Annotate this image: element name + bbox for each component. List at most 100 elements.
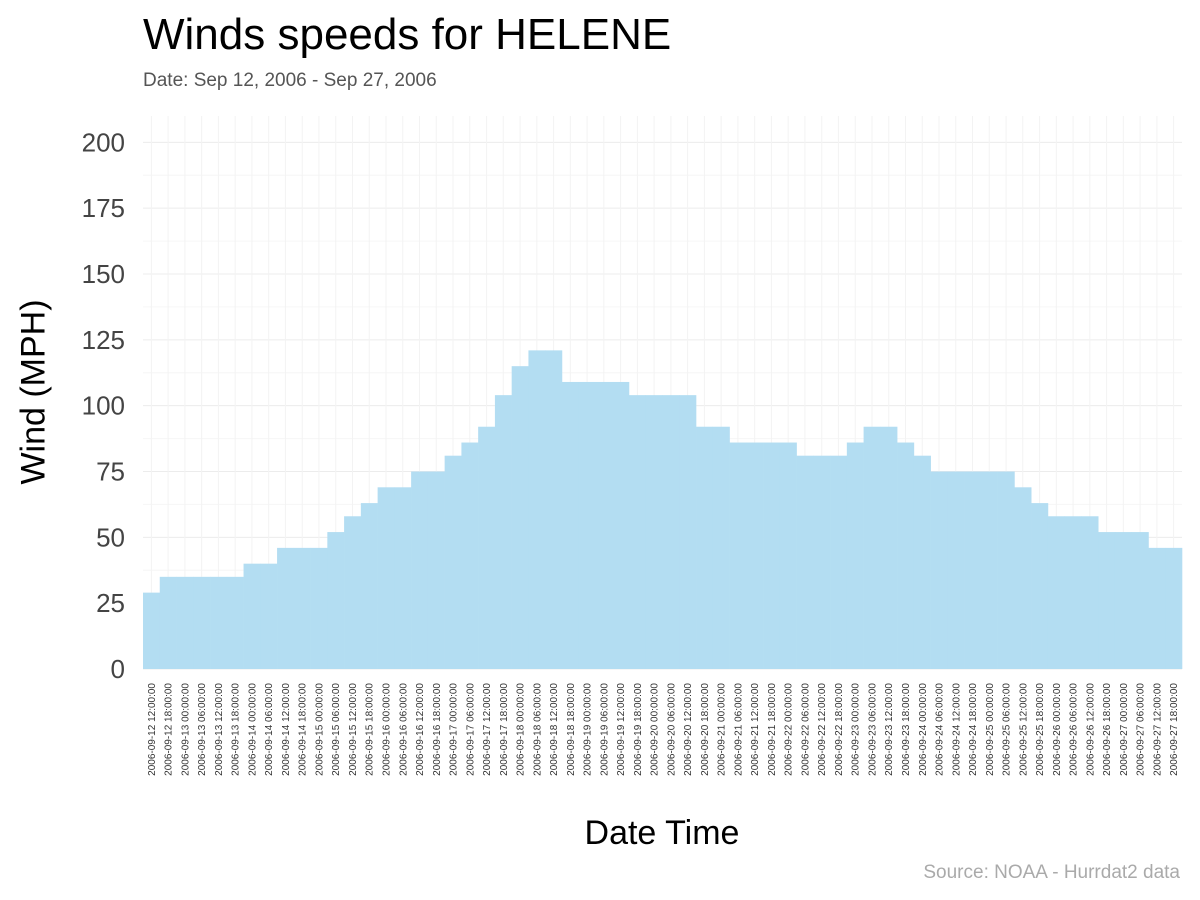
x-tick-label: 2006-09-26 00:00:00	[1052, 683, 1063, 776]
x-tick-label: 2006-09-21 12:00:00	[750, 683, 761, 776]
y-tick-label: 75	[96, 457, 125, 487]
x-tick-label: 2006-09-27 12:00:00	[1152, 683, 1163, 776]
x-tick-label: 2006-09-17 12:00:00	[482, 683, 493, 776]
x-tick-label: 2006-09-24 18:00:00	[968, 683, 979, 776]
bar	[645, 395, 663, 669]
x-tick-label: 2006-09-20 12:00:00	[683, 683, 694, 776]
bar	[1031, 503, 1049, 669]
y-tick-label: 175	[82, 193, 125, 223]
bar	[193, 576, 211, 669]
bar	[863, 426, 881, 669]
y-tick-labels: 0 25 50 75 100 125 150 175 200	[82, 127, 125, 684]
x-tick-label: 2006-09-25 00:00:00	[985, 683, 996, 776]
bar	[1098, 532, 1116, 669]
bar	[293, 547, 311, 669]
y-tick-label: 50	[96, 522, 125, 552]
x-tick-label: 2006-09-21 00:00:00	[717, 683, 728, 776]
bar	[628, 395, 647, 669]
source-note: Source: NOAA - Hurrdat2 data	[923, 862, 1180, 883]
x-tick-label: 2006-09-19 00:00:00	[583, 683, 594, 776]
bar	[696, 426, 714, 669]
x-tick-label: 2006-09-26 18:00:00	[1102, 683, 1113, 776]
x-tick-label: 2006-09-18 12:00:00	[549, 683, 560, 776]
bar	[394, 487, 412, 669]
x-tick-label: 2006-09-22 00:00:00	[784, 683, 795, 776]
x-tick-label: 2006-09-24 12:00:00	[951, 683, 962, 776]
x-tick-label: 2006-09-18 06:00:00	[532, 683, 543, 776]
bar	[578, 381, 596, 669]
x-tick-label: 2006-09-14 18:00:00	[298, 683, 309, 776]
x-tick-label: 2006-09-20 06:00:00	[666, 683, 677, 776]
x-tick-label: 2006-09-16 18:00:00	[432, 683, 443, 776]
bar	[1148, 547, 1166, 669]
x-tick-label: 2006-09-18 18:00:00	[566, 683, 577, 776]
bar	[880, 426, 898, 669]
bar	[176, 576, 194, 669]
x-tick-label: 2006-09-23 12:00:00	[884, 683, 895, 776]
bar	[947, 471, 965, 669]
x-tick-label: 2006-09-13 12:00:00	[214, 683, 225, 776]
bar	[763, 442, 781, 669]
chart-title: Winds speeds for HELENE	[143, 10, 672, 59]
bar	[1047, 516, 1065, 669]
x-tick-label: 2006-09-21 18:00:00	[767, 683, 778, 776]
bar	[746, 442, 764, 669]
bar	[344, 516, 362, 669]
bar	[897, 442, 915, 669]
x-tick-label: 2006-09-17 18:00:00	[499, 683, 510, 776]
bar	[796, 455, 814, 669]
bar	[1131, 532, 1149, 669]
x-tick-label: 2006-09-16 06:00:00	[398, 683, 409, 776]
bar	[159, 576, 177, 669]
bar	[528, 350, 546, 669]
y-tick-label: 100	[82, 391, 125, 421]
x-tick-label: 2006-09-22 06:00:00	[800, 683, 811, 776]
bars	[143, 350, 1183, 669]
y-tick-label: 150	[82, 259, 125, 289]
bar	[1064, 516, 1082, 669]
bar	[729, 442, 747, 669]
bar	[997, 471, 1015, 669]
bar	[595, 381, 613, 669]
chart-subtitle: Date: Sep 12, 2006 - Sep 27, 2006	[143, 70, 437, 91]
bar	[260, 563, 278, 669]
x-tick-label: 2006-09-13 18:00:00	[231, 683, 242, 776]
bar	[1165, 547, 1183, 669]
x-tick-labels: 2006-09-12 12:00:00 2006-09-12 18:00:00 20…	[147, 683, 1180, 776]
x-tick-label: 2006-09-25 12:00:00	[1018, 683, 1029, 776]
x-tick-label: 2006-09-26 06:00:00	[1069, 683, 1080, 776]
bar	[360, 503, 378, 669]
x-tick-label: 2006-09-19 12:00:00	[616, 683, 627, 776]
bar	[779, 442, 797, 669]
x-tick-label: 2006-09-24 00:00:00	[918, 683, 929, 776]
bar	[1081, 516, 1099, 669]
bar	[662, 395, 680, 669]
x-tick-label: 2006-09-15 12:00:00	[348, 683, 359, 776]
x-tick-label: 2006-09-17 00:00:00	[449, 683, 460, 776]
x-tick-label: 2006-09-13 00:00:00	[180, 683, 191, 776]
x-axis-label: Date Time	[584, 814, 740, 852]
x-tick-label: 2006-09-25 06:00:00	[1002, 683, 1013, 776]
bar	[377, 487, 395, 669]
x-tick-label: 2006-09-23 18:00:00	[901, 683, 912, 776]
bar	[243, 563, 261, 669]
x-tick-label: 2006-09-23 00:00:00	[851, 683, 862, 776]
x-tick-label: 2006-09-27 18:00:00	[1169, 683, 1180, 776]
x-tick-label: 2006-09-27 00:00:00	[1119, 683, 1130, 776]
x-tick-label: 2006-09-12 18:00:00	[164, 683, 175, 776]
bar	[427, 471, 445, 669]
x-tick-label: 2006-09-16 00:00:00	[381, 683, 392, 776]
bar	[494, 395, 512, 669]
bar	[1014, 487, 1032, 669]
x-tick-label: 2006-09-22 12:00:00	[817, 683, 828, 776]
x-tick-label: 2006-09-16 12:00:00	[415, 683, 426, 776]
bar	[143, 592, 161, 669]
bar	[846, 442, 864, 669]
y-tick-label: 25	[96, 588, 125, 618]
bar	[210, 576, 228, 669]
bar	[226, 576, 244, 669]
x-tick-label: 2006-09-15 18:00:00	[365, 683, 376, 776]
bar	[545, 350, 563, 669]
x-tick-label: 2006-09-23 06:00:00	[867, 683, 878, 776]
